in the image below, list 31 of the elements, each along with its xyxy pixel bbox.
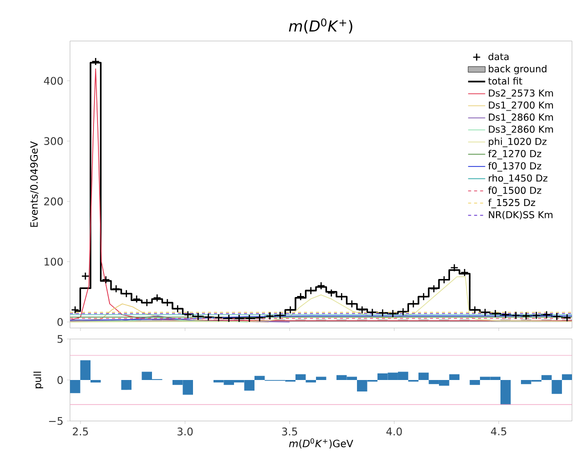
y-axis-title: Events/0.049GeV xyxy=(30,141,39,227)
legend-label: f2_1270 Dz xyxy=(488,150,542,160)
legend-label: rho_1450 Dz xyxy=(488,174,548,184)
legend-label: data xyxy=(488,52,509,60)
legend-label: phi_1020 Dz xyxy=(488,138,547,148)
y-axis-title: pull xyxy=(33,372,44,388)
x-axis-title: m(D$^{0}$K$^{+}$)GeV xyxy=(289,438,354,448)
x-tick-label: 3.0 xyxy=(177,428,193,436)
x-tick-label: 4.5 xyxy=(490,428,506,436)
y-tick-label: −5 xyxy=(49,417,63,425)
legend-label: Ds3_2860 Km xyxy=(488,126,553,135)
y-tick-label: 300 xyxy=(44,137,63,146)
y-tick-label: 400 xyxy=(44,76,63,85)
x-tick-label: 3.5 xyxy=(282,428,298,436)
y-tick-label: 5 xyxy=(58,335,63,343)
y-tick-label: 100 xyxy=(44,258,63,266)
legend-label: NR(DK)SS Km xyxy=(488,210,552,220)
legend-label: back ground xyxy=(488,65,546,74)
legend-label: Ds1_2700 Km xyxy=(488,102,553,111)
legend-label: Ds1_2860 Km xyxy=(488,114,553,123)
legend-label: f0_1500 Dz xyxy=(488,186,542,196)
legend-label: Ds2_2573 Km xyxy=(488,89,553,99)
chart-title: m(D$^{0}$K$^{+}$) xyxy=(288,18,352,34)
legend-label: f_1525 Dz xyxy=(488,198,536,208)
x-tick-label: 4.0 xyxy=(386,428,402,436)
x-tick-label: 2.5 xyxy=(72,428,88,436)
legend-label: f0_1370 Dz xyxy=(488,162,542,172)
legend-label: total fit xyxy=(488,77,522,85)
y-tick-label: 0 xyxy=(57,376,63,384)
y-tick-label: 0 xyxy=(57,318,63,326)
y-tick-label: 200 xyxy=(44,197,63,206)
